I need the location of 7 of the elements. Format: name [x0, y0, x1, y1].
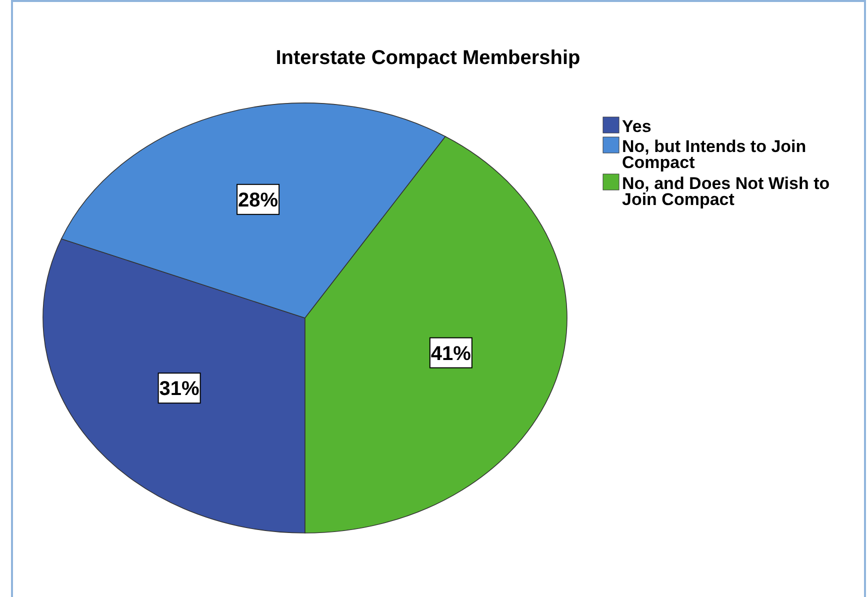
chart-title: Interstate Compact Membership [276, 47, 580, 69]
legend-label: No, and Does Not Wish to Join Compact [622, 174, 830, 209]
data-label: 28% [238, 189, 278, 212]
data-label: 31% [159, 378, 200, 400]
data-label: 41% [430, 342, 472, 365]
legend-label: No, but Intends to Join Compact [622, 137, 806, 172]
legend-label: Yes [622, 117, 652, 136]
